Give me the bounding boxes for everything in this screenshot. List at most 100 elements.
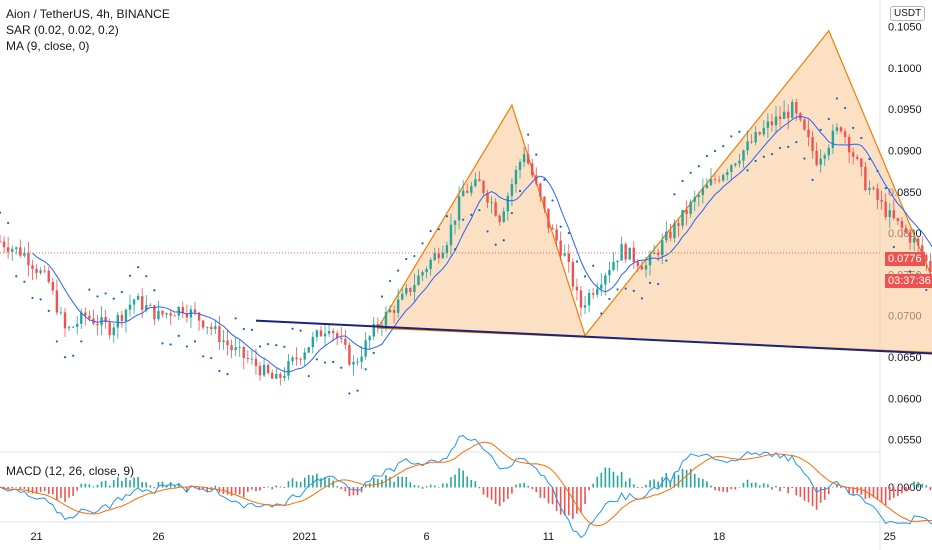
macd-histogram-bar [92, 486, 95, 488]
candle-body [510, 184, 514, 196]
candle-body [823, 155, 826, 159]
macd-histogram-bar [657, 481, 659, 488]
sar-dot [884, 187, 887, 190]
candle-body [506, 195, 510, 212]
macd-histogram-bar [580, 487, 582, 513]
macd-histogram-bar [72, 487, 74, 496]
sar-dot [543, 178, 546, 181]
macd-histogram-bar [43, 487, 46, 492]
candle-body [344, 338, 347, 345]
sar-dot [673, 193, 676, 196]
candle-body [169, 313, 172, 316]
candle-body [498, 215, 501, 222]
neckline [255, 319, 932, 355]
sar-dot [299, 329, 302, 332]
sar-dot [258, 345, 262, 348]
symbol-title[interactable]: Aion / TetherUS, 4h, BINANCE [6, 7, 170, 21]
macd-histogram-bar [775, 485, 777, 488]
candle-body [819, 158, 822, 165]
macd-histogram-bar [893, 487, 895, 498]
candle-body [153, 305, 156, 320]
macd-histogram-bar [689, 468, 692, 488]
candle-body [173, 315, 176, 317]
candle-body [815, 150, 818, 165]
sar-dot [429, 229, 432, 233]
candle-body [266, 364, 270, 373]
sar-dot [161, 342, 164, 345]
sar-dot [592, 264, 595, 267]
y-tick-label: 0.0900 [888, 146, 922, 158]
macd-histogram-bar [23, 487, 26, 489]
sar-dot [762, 155, 765, 158]
candle-body [636, 261, 640, 267]
sar-dot [332, 360, 335, 364]
candle-body [656, 252, 660, 256]
candle-body [96, 323, 99, 326]
macd-histogram-bar [836, 484, 838, 488]
macd-histogram-bar [763, 483, 765, 488]
sar-dot [88, 288, 91, 291]
macd-histogram-bar [19, 487, 22, 491]
macd-histogram-bar [746, 479, 749, 488]
candle-body [413, 284, 416, 293]
sar-dot [713, 149, 717, 153]
macd-histogram-bar [787, 487, 789, 494]
sar-dot [307, 374, 310, 378]
candle-body [425, 269, 428, 273]
candle-body [429, 259, 432, 270]
candle-body [218, 326, 221, 343]
macd-histogram-bar [535, 487, 538, 493]
currency-button[interactable]: USDT [890, 6, 926, 21]
candle-body [827, 147, 831, 156]
candle-body [165, 313, 168, 315]
sar-dot [218, 369, 221, 373]
sar-legend[interactable]: SAR (0.02, 0.02, 0.2) [6, 23, 119, 37]
macd-histogram-bar [852, 487, 854, 495]
sar-dot [868, 157, 871, 161]
macd-histogram-bar [653, 479, 655, 488]
sar-dot [372, 351, 375, 355]
candle-body [514, 170, 518, 185]
candle-body [921, 245, 924, 256]
sar-dot [445, 215, 449, 218]
macd-legend[interactable]: MACD (12, 26, close, 9) [6, 464, 135, 478]
macd-histogram-bar [421, 487, 424, 489]
sar-dot [128, 274, 132, 277]
candle-body [677, 223, 680, 226]
macd-histogram-bar [547, 487, 550, 504]
y-tick-label: 0.0650 [888, 352, 922, 364]
candle-body [876, 188, 879, 200]
candle-body [43, 270, 46, 272]
macd-histogram-bar [588, 487, 590, 491]
candle-body [283, 375, 286, 378]
candle-body [831, 130, 835, 148]
macd-histogram-bar [673, 473, 676, 488]
macd-histogram-bar [348, 487, 351, 497]
macd-histogram-bar [880, 487, 883, 503]
macd-histogram-bar [226, 487, 229, 495]
candle-body [388, 309, 392, 313]
candle-body [746, 141, 749, 151]
candle-body [673, 223, 676, 238]
candle-body [681, 209, 684, 226]
candle-body [803, 119, 806, 130]
sar-dot [632, 289, 635, 292]
ma-legend[interactable]: MA (9, close, 0) [6, 39, 90, 53]
candle-body [271, 372, 274, 379]
macd-histogram-bar [112, 480, 115, 488]
candle-body [336, 333, 339, 338]
sar-dot [722, 145, 725, 148]
candle-body [587, 293, 591, 306]
sar-dot [145, 275, 148, 278]
macd-histogram-bar [137, 477, 139, 488]
sar-dot [72, 354, 75, 357]
macd-histogram-bar [872, 487, 875, 498]
macd-histogram-bar [490, 487, 493, 500]
macd-histogram-bar [462, 470, 464, 488]
candle-body [762, 127, 766, 135]
macd-histogram-bar [466, 476, 469, 488]
macd-line [0, 435, 932, 539]
candle-body [608, 270, 611, 276]
candle-body [108, 322, 111, 336]
